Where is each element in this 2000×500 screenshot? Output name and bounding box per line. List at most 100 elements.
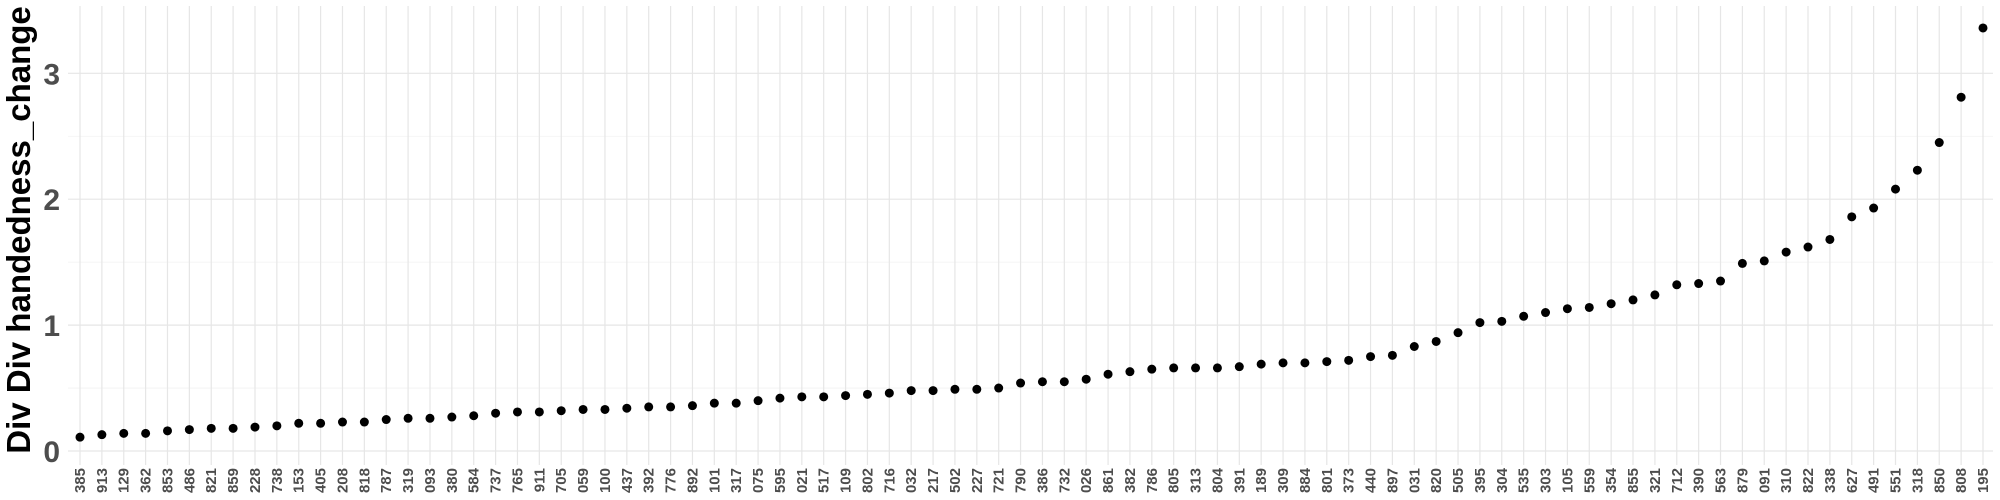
data-point	[1300, 358, 1310, 368]
x-tick-label: 804	[1209, 467, 1226, 493]
x-tick-label: 318	[1909, 468, 1926, 493]
data-point	[381, 415, 391, 425]
x-tick-label: 309	[1275, 468, 1292, 493]
data-point	[862, 389, 872, 399]
data-point	[491, 408, 501, 418]
x-tick-label: 595	[772, 468, 789, 493]
data-point	[709, 398, 719, 408]
data-point	[1409, 342, 1419, 352]
x-tick-label: 822	[1800, 468, 1817, 493]
x-tick-label: 535	[1516, 468, 1533, 493]
data-point	[1716, 276, 1726, 286]
x-tick-label: 897	[1384, 468, 1401, 493]
x-tick-label: 228	[247, 468, 264, 493]
x-tick-label: 362	[138, 468, 155, 493]
data-points	[75, 23, 1988, 442]
data-point	[1978, 23, 1988, 33]
data-point	[1869, 203, 1879, 213]
data-point	[1125, 367, 1135, 377]
data-point	[666, 402, 676, 412]
x-tick-label: 101	[706, 468, 723, 493]
x-tick-label: 313	[1188, 468, 1205, 493]
x-tick-label: 721	[991, 468, 1008, 493]
data-point	[359, 417, 369, 427]
data-point	[1103, 369, 1113, 379]
x-tick-label: 021	[794, 468, 811, 493]
x-tick-label: 486	[181, 468, 198, 493]
data-point	[884, 388, 894, 398]
data-point	[753, 396, 763, 406]
data-point	[403, 413, 413, 423]
x-tick-label: 437	[619, 468, 636, 493]
data-point	[1584, 302, 1594, 312]
data-point	[294, 418, 304, 428]
data-point	[97, 430, 107, 440]
grid-lines	[68, 6, 1993, 465]
y-axis-ticks: 0 1 2 3	[43, 58, 60, 469]
x-tick-label: 026	[1078, 468, 1095, 493]
y-tick-label: 0	[43, 436, 60, 469]
data-point	[775, 393, 785, 403]
x-tick-label: 392	[641, 468, 658, 493]
x-tick-label: 808	[1953, 468, 1970, 493]
data-point	[622, 403, 632, 413]
data-point	[425, 413, 435, 423]
x-tick-label: 732	[1056, 468, 1073, 493]
x-tick-label: 319	[400, 468, 417, 493]
x-tick-label: 391	[1231, 468, 1248, 493]
x-tick-label: 786	[1144, 468, 1161, 493]
data-point	[1628, 295, 1638, 305]
x-tick-label: 354	[1603, 467, 1620, 493]
data-point	[1278, 358, 1288, 368]
data-point	[1891, 184, 1901, 194]
x-tick-label: 059	[575, 468, 592, 493]
x-tick-label: 790	[1013, 468, 1030, 493]
data-point	[1606, 299, 1616, 309]
data-point	[1519, 311, 1529, 321]
data-point	[972, 384, 982, 394]
x-tick-label: 705	[553, 468, 570, 493]
x-tick-label: 502	[947, 468, 964, 493]
x-tick-label: 913	[94, 468, 111, 493]
y-tick-label: 2	[43, 184, 60, 217]
x-tick-label: 892	[684, 468, 701, 493]
x-tick-label: 850	[1931, 468, 1948, 493]
x-tick-label: 031	[1406, 468, 1423, 493]
data-point	[512, 407, 522, 417]
x-tick-label: 738	[269, 468, 286, 493]
data-point	[1234, 362, 1244, 372]
x-tick-label: 584	[466, 467, 483, 493]
x-tick-label: 716	[881, 468, 898, 493]
x-tick-label: 855	[1625, 468, 1642, 493]
data-point	[578, 404, 588, 414]
data-point	[1016, 378, 1026, 388]
data-point	[928, 386, 938, 396]
x-tick-label: 189	[1253, 468, 1270, 493]
x-tick-label: 129	[116, 468, 133, 493]
data-point	[228, 423, 238, 433]
data-point	[1694, 279, 1704, 289]
x-tick-label: 712	[1669, 468, 1686, 493]
data-point	[1453, 328, 1463, 338]
x-tick-label: 820	[1428, 468, 1445, 493]
data-point	[1781, 247, 1791, 257]
data-point	[1497, 316, 1507, 326]
data-point	[797, 392, 807, 402]
data-point	[162, 426, 172, 436]
x-tick-label: 317	[728, 468, 745, 493]
data-point	[337, 417, 347, 427]
data-point	[1475, 318, 1485, 328]
x-tick-label: 100	[597, 468, 614, 493]
data-point	[206, 423, 216, 433]
x-tick-label: 818	[356, 468, 373, 493]
x-tick-label: 373	[1341, 468, 1358, 493]
x-tick-label: 382	[1122, 468, 1139, 493]
data-point	[906, 386, 916, 396]
data-point	[600, 404, 610, 414]
y-axis-label: Div Div handedness_change	[0, 6, 37, 453]
data-point	[316, 418, 326, 428]
data-point	[1956, 92, 1966, 102]
x-tick-label: 911	[531, 468, 548, 492]
x-tick-label: 032	[903, 468, 920, 493]
